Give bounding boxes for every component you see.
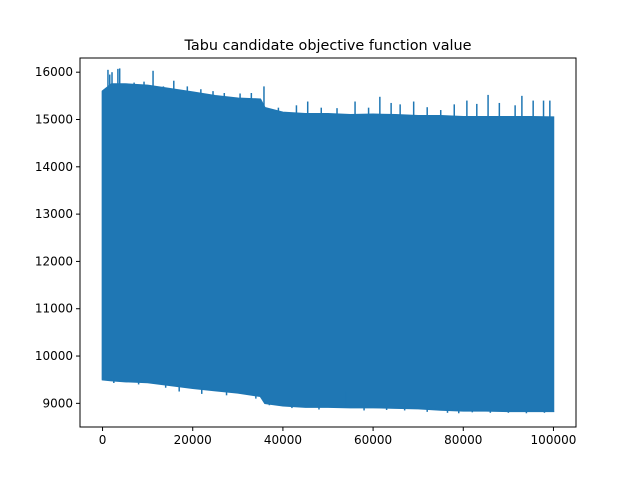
x-tick-label: 0 [99, 433, 107, 447]
y-tick-label: 13000 [35, 207, 73, 221]
y-tick-label: 14000 [35, 160, 73, 174]
x-tick-label: 40000 [264, 433, 302, 447]
x-tick-label: 20000 [174, 433, 212, 447]
y-tick-label: 10000 [35, 349, 73, 363]
axes-frame [79, 57, 577, 428]
plot-area [101, 68, 555, 414]
y-tick-label: 15000 [35, 113, 73, 127]
chart-title: Tabu candidate objective function value [183, 38, 471, 54]
y-tick-label: 9000 [42, 396, 73, 410]
x-tick-label: 80000 [444, 433, 482, 447]
axes: 0 20000 40000 60000 80000 100000 9000 10000 1100… [35, 57, 577, 447]
series-0 [101, 68, 555, 414]
y-tick-label: 16000 [35, 65, 73, 79]
y-tick-label: 12000 [35, 254, 73, 268]
x-tick-label: 100000 [531, 433, 577, 447]
y-tick-label: 11000 [35, 302, 73, 316]
x-tick-label: 60000 [354, 433, 392, 447]
series-band [101, 83, 555, 413]
